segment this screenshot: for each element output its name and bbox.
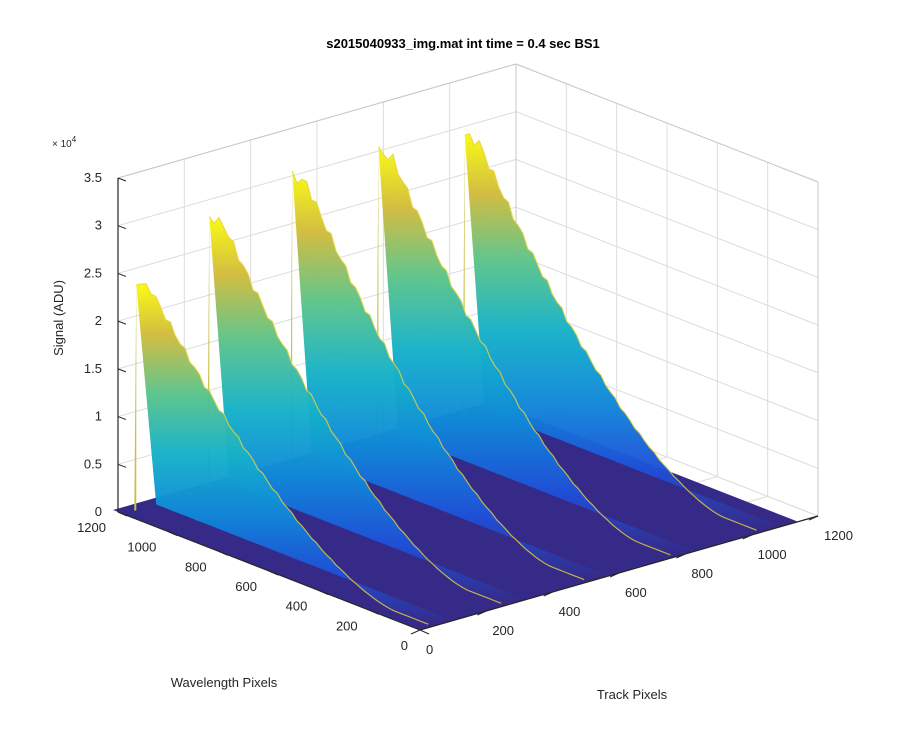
y-tick [168, 531, 178, 537]
z-tick-label: 2 [95, 313, 102, 328]
x-tick-label: 0 [426, 642, 433, 657]
x-axis-title: Track Pixels [597, 687, 668, 702]
x-tick-label: 1200 [824, 528, 853, 543]
surface-peaks [134, 133, 777, 625]
x-tick [543, 591, 553, 597]
peak-face [464, 133, 777, 531]
peak-ridge-line [464, 133, 757, 531]
z-tick [117, 177, 127, 182]
y-tick [419, 629, 430, 635]
tick-labels: 0200400600800100012000200400600800100012… [77, 170, 853, 657]
z-axis-title: Signal (ADU) [51, 280, 66, 356]
y-tick-label: 1200 [77, 520, 106, 535]
z-tick [117, 511, 127, 516]
y-tick-label: 1000 [127, 540, 156, 555]
y-tick-label: 0 [401, 638, 408, 653]
z-tick-label: 3.5 [84, 170, 102, 185]
z-tick [117, 416, 127, 421]
x-tick [410, 629, 421, 635]
z-exponent-label: × 104 [52, 135, 77, 150]
x-tick [742, 534, 752, 540]
peak-face [292, 171, 604, 580]
y-tick-label: 400 [286, 599, 308, 614]
peak-ridge-line [136, 283, 429, 625]
axes-front-lines [117, 177, 819, 635]
z-tick-label: 0.5 [84, 456, 102, 471]
x-tick [477, 610, 487, 616]
peak-face [209, 216, 522, 604]
x-tick [609, 572, 620, 578]
box-edge [515, 63, 819, 183]
y-tick [369, 609, 379, 615]
peak-ridge-line [291, 170, 585, 581]
x-tick-label: 400 [559, 604, 581, 619]
x-tick-label: 1000 [758, 547, 787, 562]
z-tick [117, 272, 127, 277]
z-tick-label: 1.5 [84, 361, 102, 376]
chart-title: s2015040933_img.mat int time = 0.4 sec B… [326, 36, 600, 51]
z-tick-label: 0 [95, 504, 102, 519]
y-tick-label: 800 [185, 559, 207, 574]
y-axis-title: Wavelength Pixels [171, 675, 278, 690]
x-tick-label: 800 [691, 566, 713, 581]
peak-ridge-line [377, 146, 671, 556]
z-tick [117, 320, 127, 325]
x-tick-label: 600 [625, 585, 647, 600]
x-tick-label: 200 [492, 623, 514, 638]
box-edge [117, 63, 517, 179]
z-tick-label: 3 [95, 218, 102, 233]
x-tick [808, 515, 819, 521]
y-tick [319, 590, 329, 596]
z-tick [117, 225, 127, 230]
z-tick [117, 368, 127, 373]
peak-ridge-line [208, 216, 502, 604]
surface-peak-5 [134, 283, 449, 625]
y-tick [218, 550, 228, 556]
x-tick [676, 553, 686, 559]
peak-face [136, 283, 449, 625]
y-tick-label: 200 [336, 618, 358, 633]
y-tick [268, 570, 279, 576]
peak-edge [134, 285, 137, 511]
z-tick-label: 1 [95, 409, 102, 424]
peak-face [378, 146, 691, 555]
z-tick-label: 2.5 [84, 265, 102, 280]
z-tick [117, 463, 127, 468]
y-tick-label: 600 [235, 579, 257, 594]
